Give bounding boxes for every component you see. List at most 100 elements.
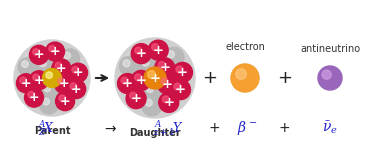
Text: +: + [34,74,44,87]
Text: +: + [71,82,81,96]
Circle shape [142,59,149,66]
Circle shape [55,62,62,69]
Circle shape [322,70,331,79]
Circle shape [67,80,86,99]
Text: $\beta^-$: $\beta^-$ [237,119,257,137]
Text: +: + [136,47,147,60]
Circle shape [126,89,146,109]
Text: +: + [21,77,31,90]
Circle shape [20,46,73,99]
Text: Daughter: Daughter [129,128,181,138]
Circle shape [70,83,77,90]
Circle shape [64,52,71,59]
Circle shape [168,51,175,58]
Circle shape [120,56,140,76]
Circle shape [28,91,35,98]
Text: $_{z+1}^{\,A}\!Y$: $_{z+1}^{\,A}\!Y$ [153,118,183,138]
Text: +: + [59,77,69,90]
Text: +: + [29,91,39,104]
Text: +: + [136,74,147,87]
Circle shape [318,66,342,90]
Text: +: + [60,95,70,108]
Text: electron: electron [225,42,265,52]
Circle shape [41,82,60,101]
Circle shape [69,63,88,82]
Circle shape [162,96,169,103]
Text: $+$: $+$ [278,121,290,135]
Circle shape [40,95,59,114]
Circle shape [72,67,78,73]
Text: +: + [177,66,188,79]
Circle shape [142,96,162,116]
Circle shape [164,47,184,67]
Circle shape [158,74,178,94]
Circle shape [146,99,152,106]
Text: +: + [277,69,293,87]
Circle shape [24,88,43,107]
Circle shape [152,44,159,51]
Circle shape [159,92,179,112]
Circle shape [43,98,49,105]
Text: +: + [34,48,44,61]
Circle shape [135,47,142,54]
Circle shape [43,69,62,87]
Circle shape [45,42,64,61]
Circle shape [44,85,50,92]
Circle shape [143,82,163,102]
Circle shape [55,92,74,111]
Circle shape [29,45,48,64]
Circle shape [18,57,37,76]
Circle shape [29,71,48,90]
Text: +: + [159,61,170,74]
Text: +: + [162,78,173,91]
Circle shape [131,44,151,64]
Circle shape [147,70,156,78]
Text: +: + [153,44,164,57]
Circle shape [231,64,259,92]
Circle shape [158,61,165,68]
Text: +: + [56,62,67,75]
Circle shape [49,45,55,52]
Circle shape [172,62,192,82]
Circle shape [139,56,158,76]
Circle shape [174,83,181,90]
Circle shape [161,78,168,85]
Circle shape [148,40,168,60]
Circle shape [52,59,71,78]
Circle shape [33,49,40,55]
Circle shape [14,40,90,116]
Circle shape [118,74,138,94]
Text: +: + [149,72,161,84]
Circle shape [121,44,177,100]
Circle shape [133,56,165,88]
Circle shape [40,60,46,67]
Circle shape [231,64,259,92]
Text: $^A_Z\!X$: $^A_Z\!X$ [38,118,54,138]
Circle shape [59,95,66,102]
Circle shape [41,67,52,78]
Circle shape [46,72,52,78]
Circle shape [236,69,246,79]
Text: +: + [50,45,61,58]
Text: $+$: $+$ [208,121,220,135]
Circle shape [58,78,64,84]
Circle shape [20,77,26,84]
Circle shape [123,60,130,67]
Circle shape [155,58,175,78]
Circle shape [135,74,142,81]
Circle shape [130,92,137,99]
Circle shape [16,74,35,93]
Circle shape [33,74,39,81]
Text: +: + [131,92,142,105]
Text: $\bar{\nu}_e$: $\bar{\nu}_e$ [322,120,338,136]
Circle shape [131,70,151,90]
Circle shape [22,61,28,68]
Text: $\rightarrow$: $\rightarrow$ [102,121,118,135]
Circle shape [115,38,195,118]
Text: +: + [73,66,83,79]
Circle shape [176,66,183,73]
Text: +: + [122,77,133,90]
Text: antineutrino: antineutrino [300,44,360,54]
Circle shape [318,66,342,90]
Circle shape [61,49,80,68]
